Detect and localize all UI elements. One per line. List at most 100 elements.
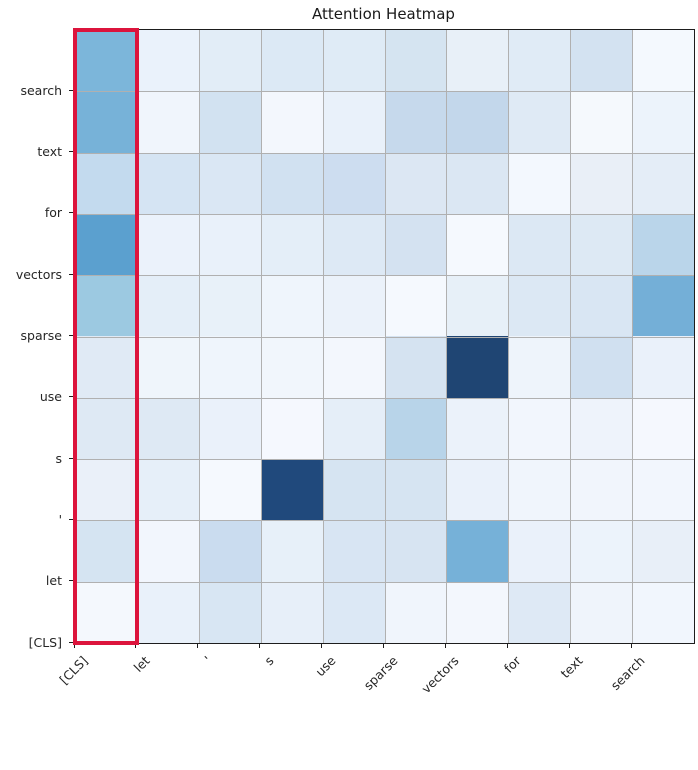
heatmap-cell	[508, 275, 571, 337]
heatmap-cell	[384, 397, 447, 460]
x-tick-label: use	[311, 653, 339, 680]
heatmap-cell	[508, 91, 571, 153]
heatmap-cell	[446, 520, 509, 582]
x-tick-mark	[506, 643, 508, 648]
heatmap-cell	[446, 152, 509, 214]
heatmap-cell	[384, 30, 447, 92]
heatmap-cell	[198, 30, 261, 92]
x-tick-label: vectors	[418, 653, 462, 697]
attention-heatmap-figure: Attention Heatmap search text for vectors sp…	[15, 5, 695, 705]
heatmap-cell	[322, 152, 385, 214]
y-tick-label: let	[45, 573, 62, 589]
heatmap-cell	[322, 336, 385, 398]
heatmap-cell	[75, 459, 137, 521]
heatmap-cell	[570, 336, 633, 398]
y-tick-mark	[69, 335, 74, 336]
heatmap-cell	[446, 459, 509, 521]
y-tick-mark	[69, 212, 74, 214]
heatmap-cell	[632, 152, 694, 214]
heatmap-cell	[75, 30, 137, 92]
heatmap-cell	[136, 91, 199, 153]
heatmap-cell	[260, 581, 323, 643]
heatmap-cell	[632, 30, 694, 92]
y-tick-mark	[69, 89, 74, 91]
heatmap-cell	[632, 336, 694, 398]
heatmap-cell	[136, 152, 199, 214]
heatmap-cell	[260, 30, 323, 92]
y-tick-label: s	[55, 450, 62, 466]
x-axis: [CLS] let ' s use sparse vectors for text search	[56, 643, 693, 705]
y-tick-mark	[69, 457, 74, 459]
x-tick-label: sparse	[360, 653, 401, 693]
heatmap-cell	[570, 152, 633, 214]
x-tick-label: search	[607, 653, 648, 693]
heatmap-cell	[75, 520, 137, 582]
heatmap-cell	[570, 30, 633, 92]
x-tick-label: for	[501, 653, 524, 676]
y-tick-mark	[69, 396, 74, 398]
heatmap-cell	[260, 397, 323, 460]
y-tick-mark	[69, 580, 74, 582]
heatmap-cell	[136, 520, 199, 582]
heatmap-cell	[136, 581, 199, 643]
heatmap-cell	[508, 152, 571, 214]
heatmap-cell	[570, 275, 633, 337]
heatmap-cell	[508, 581, 571, 643]
heatmap-cell	[322, 91, 385, 153]
heatmap-cell	[508, 336, 571, 398]
x-tick-label: '	[201, 653, 215, 667]
heatmap-cell	[384, 581, 447, 643]
x-tick-label: s	[261, 653, 277, 669]
y-tick-label: vectors	[15, 266, 62, 282]
heatmap-cell	[260, 91, 323, 153]
x-tick-mark	[630, 643, 632, 648]
x-tick-mark	[444, 643, 446, 648]
heatmap-cell	[260, 336, 323, 398]
y-tick-mark	[69, 641, 74, 643]
x-tick-mark	[135, 643, 137, 648]
heatmap-cell	[446, 581, 509, 643]
heatmap-cell	[322, 30, 385, 92]
heatmap-cell	[508, 397, 571, 460]
heatmap-cell	[570, 520, 633, 582]
heatmap-cell	[632, 91, 694, 153]
y-tick-mark	[69, 273, 74, 275]
heatmap-cell	[508, 520, 571, 582]
y-tick-label: [CLS]	[28, 634, 62, 650]
heatmap-cell	[198, 581, 261, 643]
heatmap-cell	[136, 275, 199, 337]
heatmap-cell	[384, 91, 447, 153]
y-tick-label: use	[39, 389, 62, 405]
heatmap-cell	[384, 213, 447, 276]
heatmap-cells	[75, 30, 694, 643]
heatmap-cell	[198, 397, 261, 460]
heatmap-cell	[384, 275, 447, 337]
heatmap-cell	[570, 459, 633, 521]
heatmap-cell	[322, 213, 385, 276]
y-tick-mark	[69, 151, 74, 153]
heatmap-cell	[75, 397, 137, 460]
heatmap-cell	[570, 397, 633, 460]
x-tick-label: text	[557, 653, 586, 682]
heatmap-plot-area	[73, 28, 695, 645]
heatmap-cell	[198, 459, 261, 521]
heatmap-cell	[446, 213, 509, 276]
heatmap-cell	[446, 30, 509, 92]
heatmap-cell	[198, 275, 261, 337]
heatmap-cell	[446, 336, 509, 398]
heatmap-cell	[322, 520, 385, 582]
heatmap-cell	[136, 30, 199, 92]
heatmap-cell	[322, 397, 385, 460]
heatmap-cell	[75, 152, 137, 214]
y-tick-label: search	[20, 82, 62, 98]
heatmap-cell	[508, 30, 571, 92]
heatmap-cell	[260, 275, 323, 337]
heatmap-cell	[260, 152, 323, 214]
heatmap-cell	[75, 213, 137, 276]
y-tick-label: text	[37, 144, 62, 160]
heatmap-cell	[508, 459, 571, 521]
heatmap-cell	[570, 91, 633, 153]
y-tick-mark	[69, 518, 74, 520]
x-tick-mark	[73, 643, 75, 648]
heatmap-cell	[198, 152, 261, 214]
